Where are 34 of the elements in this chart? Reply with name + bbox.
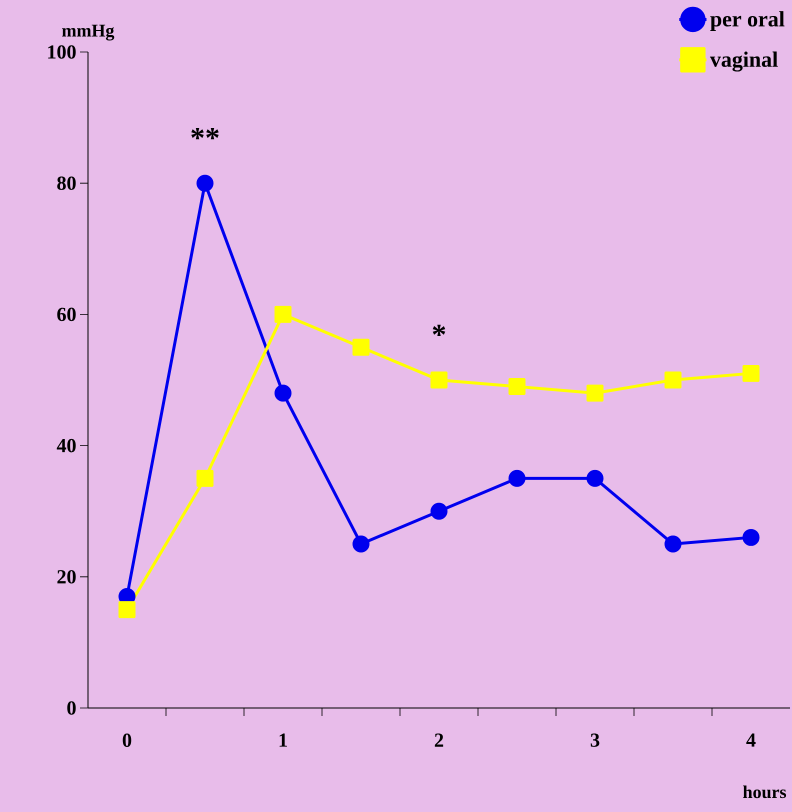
point xyxy=(196,174,214,192)
y-tick-label: 0 xyxy=(67,701,76,715)
point xyxy=(352,536,370,552)
point xyxy=(196,470,214,487)
point xyxy=(274,384,292,402)
point xyxy=(742,364,760,382)
point xyxy=(742,528,760,546)
point xyxy=(352,338,370,356)
point xyxy=(274,306,292,323)
y-tick-label: 100 xyxy=(48,45,76,59)
point xyxy=(118,601,136,618)
y-tick-label: 80 xyxy=(57,176,76,190)
legend-label: per oral xyxy=(710,11,784,31)
point xyxy=(508,470,526,487)
x-axis-title: hours xyxy=(743,786,786,798)
point xyxy=(430,502,448,520)
y-axis-title: mmHg xyxy=(62,24,114,40)
x-tick-label: 1 xyxy=(280,734,287,747)
point xyxy=(664,372,682,388)
x-tick-label: 2 xyxy=(434,734,444,747)
y-tick-label: 20 xyxy=(57,570,76,584)
annotation: ** xyxy=(191,128,219,140)
point xyxy=(430,372,448,388)
point xyxy=(508,378,526,396)
y-tick-label: 40 xyxy=(56,438,76,452)
x-tick-label: 4 xyxy=(746,734,756,747)
point xyxy=(586,470,604,487)
annotation: * xyxy=(432,324,446,336)
point xyxy=(586,384,604,402)
legend-label: vaginal xyxy=(710,52,778,72)
x-tick-label: 0 xyxy=(122,734,132,747)
point xyxy=(664,536,682,552)
x-tick-label: 3 xyxy=(590,734,600,747)
y-tick-label: 60 xyxy=(57,308,76,322)
